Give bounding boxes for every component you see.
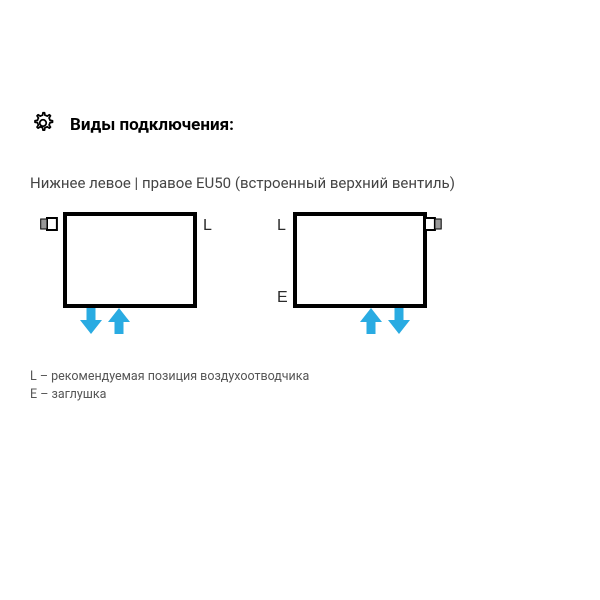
- svg-text:L: L: [203, 217, 212, 234]
- legend-line-E: E – заглушка: [30, 386, 570, 404]
- section-title: Виды подключения:: [70, 115, 234, 135]
- legend-line-L: L – рекомендуемая позиция воздухоотводчи…: [30, 368, 570, 386]
- radiator-diagram-left: L: [30, 206, 230, 356]
- gear-icon: [30, 110, 56, 140]
- radiator-diagram-right: LE: [260, 206, 460, 356]
- legend: L – рекомендуемая позиция воздухоотводчи…: [30, 368, 570, 404]
- diagram-subtitle: Нижнее левое | правое EU50 (встроенный в…: [30, 174, 570, 192]
- diagram-row: L LE: [30, 206, 570, 356]
- svg-text:E: E: [277, 289, 288, 306]
- svg-text:L: L: [277, 217, 286, 234]
